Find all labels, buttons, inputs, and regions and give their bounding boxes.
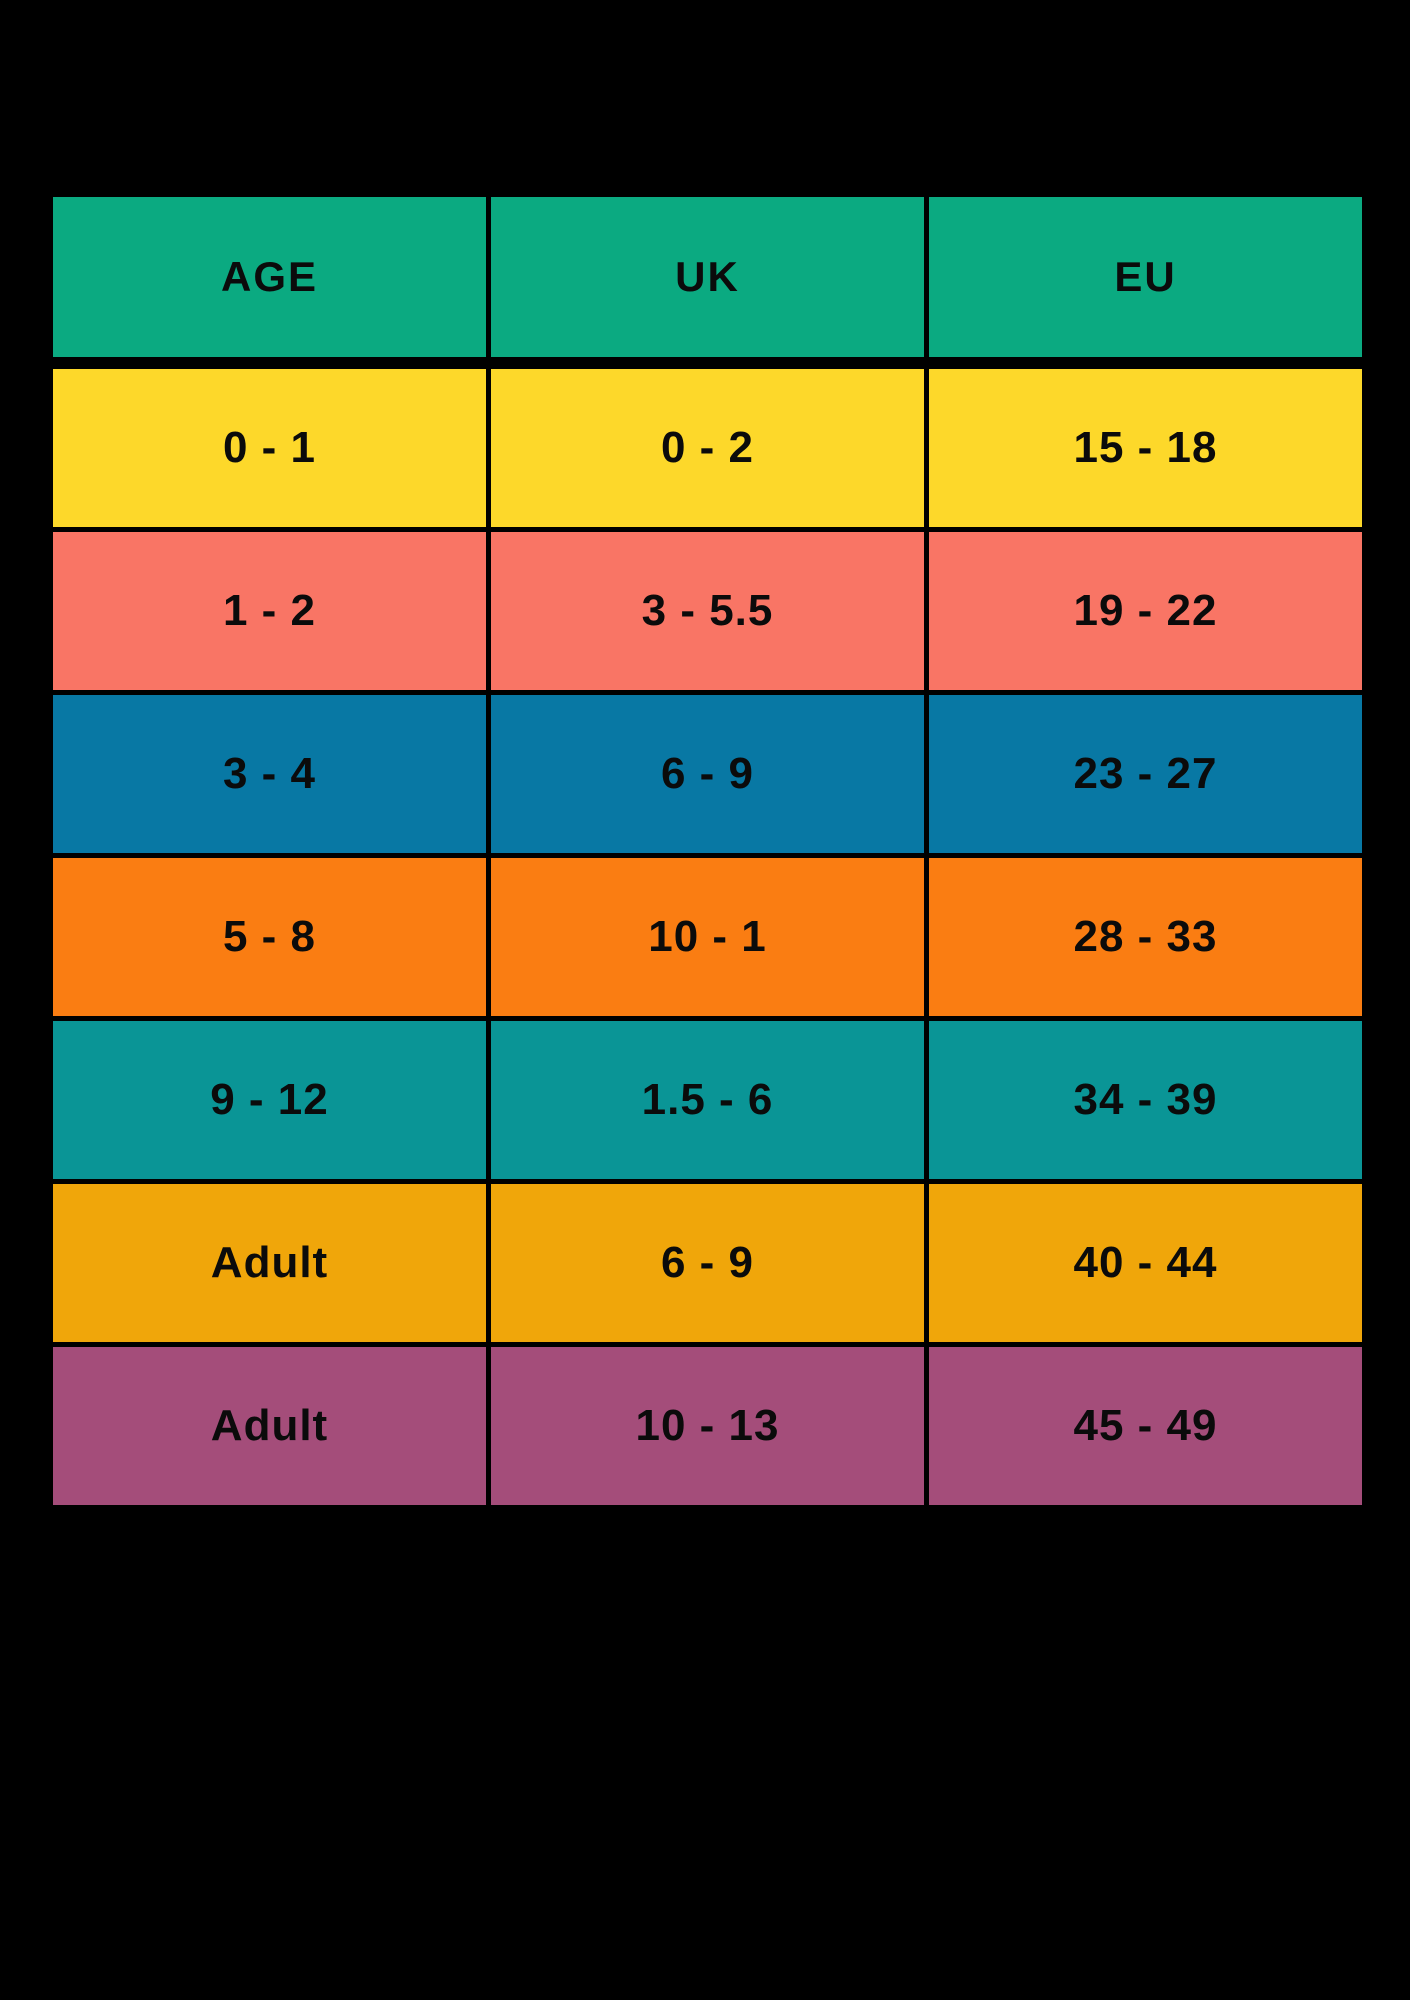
cell-row0-age: 0 - 1	[53, 369, 486, 527]
cell-row4-eu: 34 - 39	[929, 1021, 1362, 1179]
header-cell-uk: UK	[491, 197, 924, 357]
cell-row5-age: Adult	[53, 1184, 486, 1342]
size-conversion-table: AGE UK EU 0 - 1 0 - 2 15 - 18 1 - 2 3 - …	[53, 197, 1362, 1505]
table-header-row: AGE UK EU	[53, 197, 1362, 357]
cell-row2-uk: 6 - 9	[491, 695, 924, 853]
cell-row1-age: 1 - 2	[53, 532, 486, 690]
cell-row4-age: 9 - 12	[53, 1021, 486, 1179]
cell-row1-uk: 3 - 5.5	[491, 532, 924, 690]
cell-row6-uk: 10 - 13	[491, 1347, 924, 1505]
cell-row5-eu: 40 - 44	[929, 1184, 1362, 1342]
cell-row3-age: 5 - 8	[53, 858, 486, 1016]
cell-row0-eu: 15 - 18	[929, 369, 1362, 527]
cell-row3-eu: 28 - 33	[929, 858, 1362, 1016]
header-cell-eu: EU	[929, 197, 1362, 357]
cell-row2-age: 3 - 4	[53, 695, 486, 853]
cell-row6-eu: 45 - 49	[929, 1347, 1362, 1505]
table-body: 0 - 1 0 - 2 15 - 18 1 - 2 3 - 5.5 19 - 2…	[53, 369, 1362, 1505]
cell-row0-uk: 0 - 2	[491, 369, 924, 527]
cell-row3-uk: 10 - 1	[491, 858, 924, 1016]
cell-row1-eu: 19 - 22	[929, 532, 1362, 690]
cell-row4-uk: 1.5 - 6	[491, 1021, 924, 1179]
cell-row6-age: Adult	[53, 1347, 486, 1505]
header-cell-age: AGE	[53, 197, 486, 357]
cell-row2-eu: 23 - 27	[929, 695, 1362, 853]
cell-row5-uk: 6 - 9	[491, 1184, 924, 1342]
